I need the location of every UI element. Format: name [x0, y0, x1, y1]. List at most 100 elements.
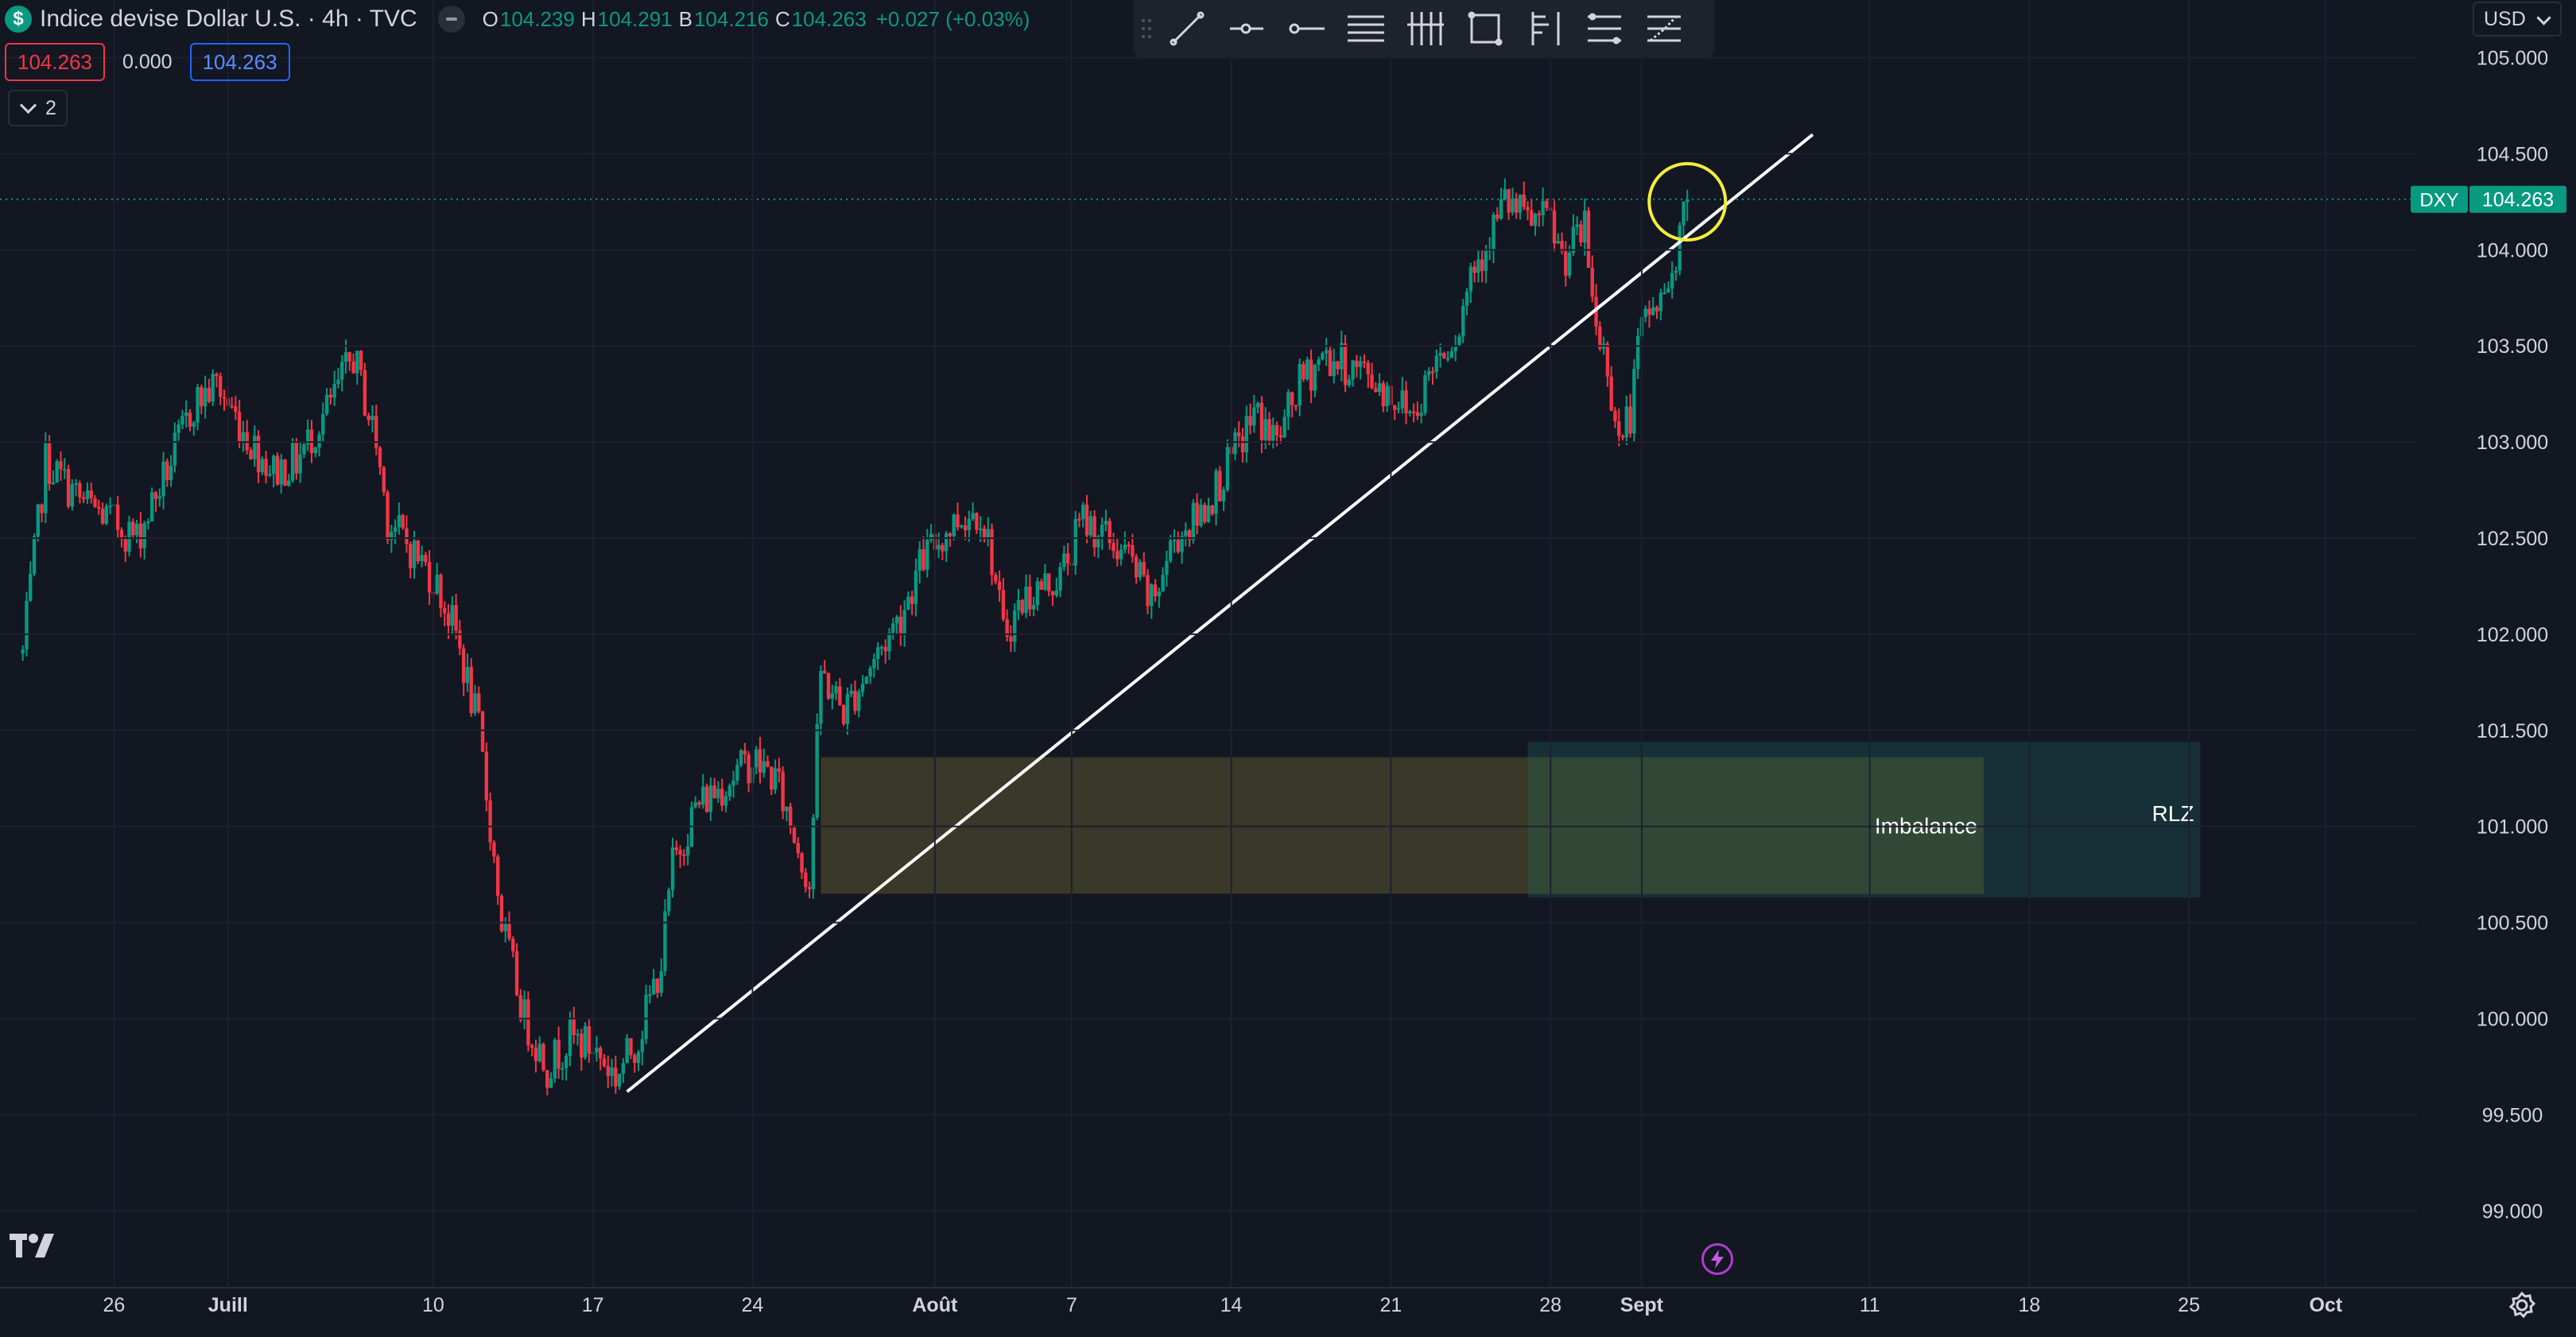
fib-retracement-icon[interactable]: [1583, 7, 1626, 50]
date-tick-label: 10: [422, 1294, 444, 1316]
candle-body: [66, 469, 71, 507]
drawings-layer: [0, 133, 2417, 1093]
candle-body: [633, 1055, 637, 1064]
indicators-toggle[interactable]: 2: [8, 90, 68, 126]
candle-body: [1442, 353, 1446, 358]
candle-body: [693, 802, 697, 808]
horizontal-ray-icon[interactable]: [1285, 7, 1328, 50]
ray-icon[interactable]: [1225, 7, 1268, 50]
symbol-title[interactable]: Indice devise Dollar U.S. · 4h · TVC: [40, 6, 417, 32]
candle-body: [1468, 266, 1473, 292]
candle-body: [420, 555, 424, 562]
candle-body: [1013, 610, 1017, 642]
candle-body: [1381, 383, 1386, 407]
candle-body: [1278, 435, 1283, 438]
candle-body: [1567, 252, 1572, 276]
fib-extension-icon[interactable]: [1643, 7, 1686, 50]
candle-body: [359, 351, 363, 370]
candle-body: [241, 432, 246, 442]
candle-body: [138, 523, 143, 548]
candle-body: [1146, 575, 1150, 606]
symbol-badge: DXY: [2419, 190, 2458, 211]
candle-body: [1108, 521, 1111, 544]
candle-body: [1658, 293, 1663, 312]
candle-body: [1571, 227, 1576, 253]
candle-body: [153, 492, 158, 499]
candle-body: [93, 498, 97, 507]
candle-body: [640, 1039, 644, 1052]
candle-body: [321, 413, 325, 435]
drag-handle-icon[interactable]: [1140, 17, 1153, 40]
candle-body: [1351, 360, 1355, 380]
candle-body: [659, 971, 663, 994]
candle-body: [409, 544, 413, 568]
trendline-icon[interactable]: [1166, 7, 1208, 50]
candle-body: [941, 544, 945, 552]
candle-body: [576, 1033, 580, 1036]
candle-body: [1104, 521, 1108, 525]
date-tick-label: 25: [2178, 1294, 2200, 1316]
candle-body: [21, 649, 25, 654]
gear-icon[interactable]: [2506, 1289, 2538, 1321]
rectangle-icon[interactable]: [1464, 7, 1507, 50]
buy-button[interactable]: 104.263: [189, 43, 290, 81]
lightning-icon[interactable]: [1701, 1243, 1733, 1275]
candle-body: [1465, 291, 1469, 306]
candle-body: [982, 529, 987, 538]
candle-body: [583, 1025, 588, 1058]
candle-body: [1127, 544, 1131, 547]
candle-body: [63, 469, 67, 471]
candle-body: [1225, 447, 1230, 490]
candle-body: [275, 455, 280, 485]
candle-body: [1518, 194, 1523, 213]
candle-body: [857, 692, 861, 711]
candle-body: [1248, 416, 1252, 426]
candle-body: [762, 761, 766, 773]
dollar-icon[interactable]: $: [5, 6, 32, 33]
candle-body: [860, 684, 865, 692]
candle-body: [435, 575, 439, 594]
sell-button[interactable]: 104.263: [5, 43, 105, 81]
candle-body: [1092, 516, 1096, 548]
candle-body: [522, 999, 526, 1021]
candle-body: [549, 1078, 553, 1088]
candle-body: [234, 406, 238, 413]
candle-body: [355, 351, 359, 374]
candle-body: [165, 461, 169, 480]
candle-body: [298, 454, 302, 474]
candle-body: [393, 527, 398, 533]
candle-body: [644, 994, 648, 1040]
price-change: +0.027 (+0.03%): [875, 6, 1030, 31]
pitchfork-icon[interactable]: [1404, 7, 1447, 50]
price-tick-label: 105.000: [2477, 48, 2548, 70]
candle-body: [200, 386, 204, 407]
parallel-channel-icon[interactable]: [1344, 7, 1387, 50]
candle-body: [1480, 259, 1484, 271]
ohlc-low: B104.216: [678, 6, 769, 31]
flag-icon[interactable]: [1523, 7, 1566, 50]
candle-body: [804, 872, 808, 888]
candle-body: [572, 1017, 576, 1035]
candle-body: [1218, 471, 1222, 502]
candle-body: [1415, 412, 1420, 417]
candle-body: [1472, 266, 1476, 273]
date-tick-label: 14: [1220, 1294, 1243, 1316]
candle-body: [1579, 224, 1583, 242]
candle-body: [469, 667, 473, 714]
candle-body: [146, 521, 150, 524]
candle-body: [1560, 241, 1564, 251]
candle-body: [1507, 189, 1511, 213]
candle-body: [906, 596, 910, 610]
currency-select[interactable]: USD: [2473, 2, 2562, 37]
candle-body: [253, 436, 257, 459]
last-price-badge-bg: [2469, 185, 2566, 213]
candle-body: [975, 513, 979, 530]
candle-body: [1123, 544, 1127, 550]
candle-body: [1203, 504, 1207, 522]
hide-legend-button[interactable]: [437, 6, 465, 33]
candle-body: [1199, 504, 1203, 526]
candle-body: [1635, 335, 1640, 370]
candle-body: [727, 785, 731, 796]
candle-body: [1445, 358, 1450, 360]
